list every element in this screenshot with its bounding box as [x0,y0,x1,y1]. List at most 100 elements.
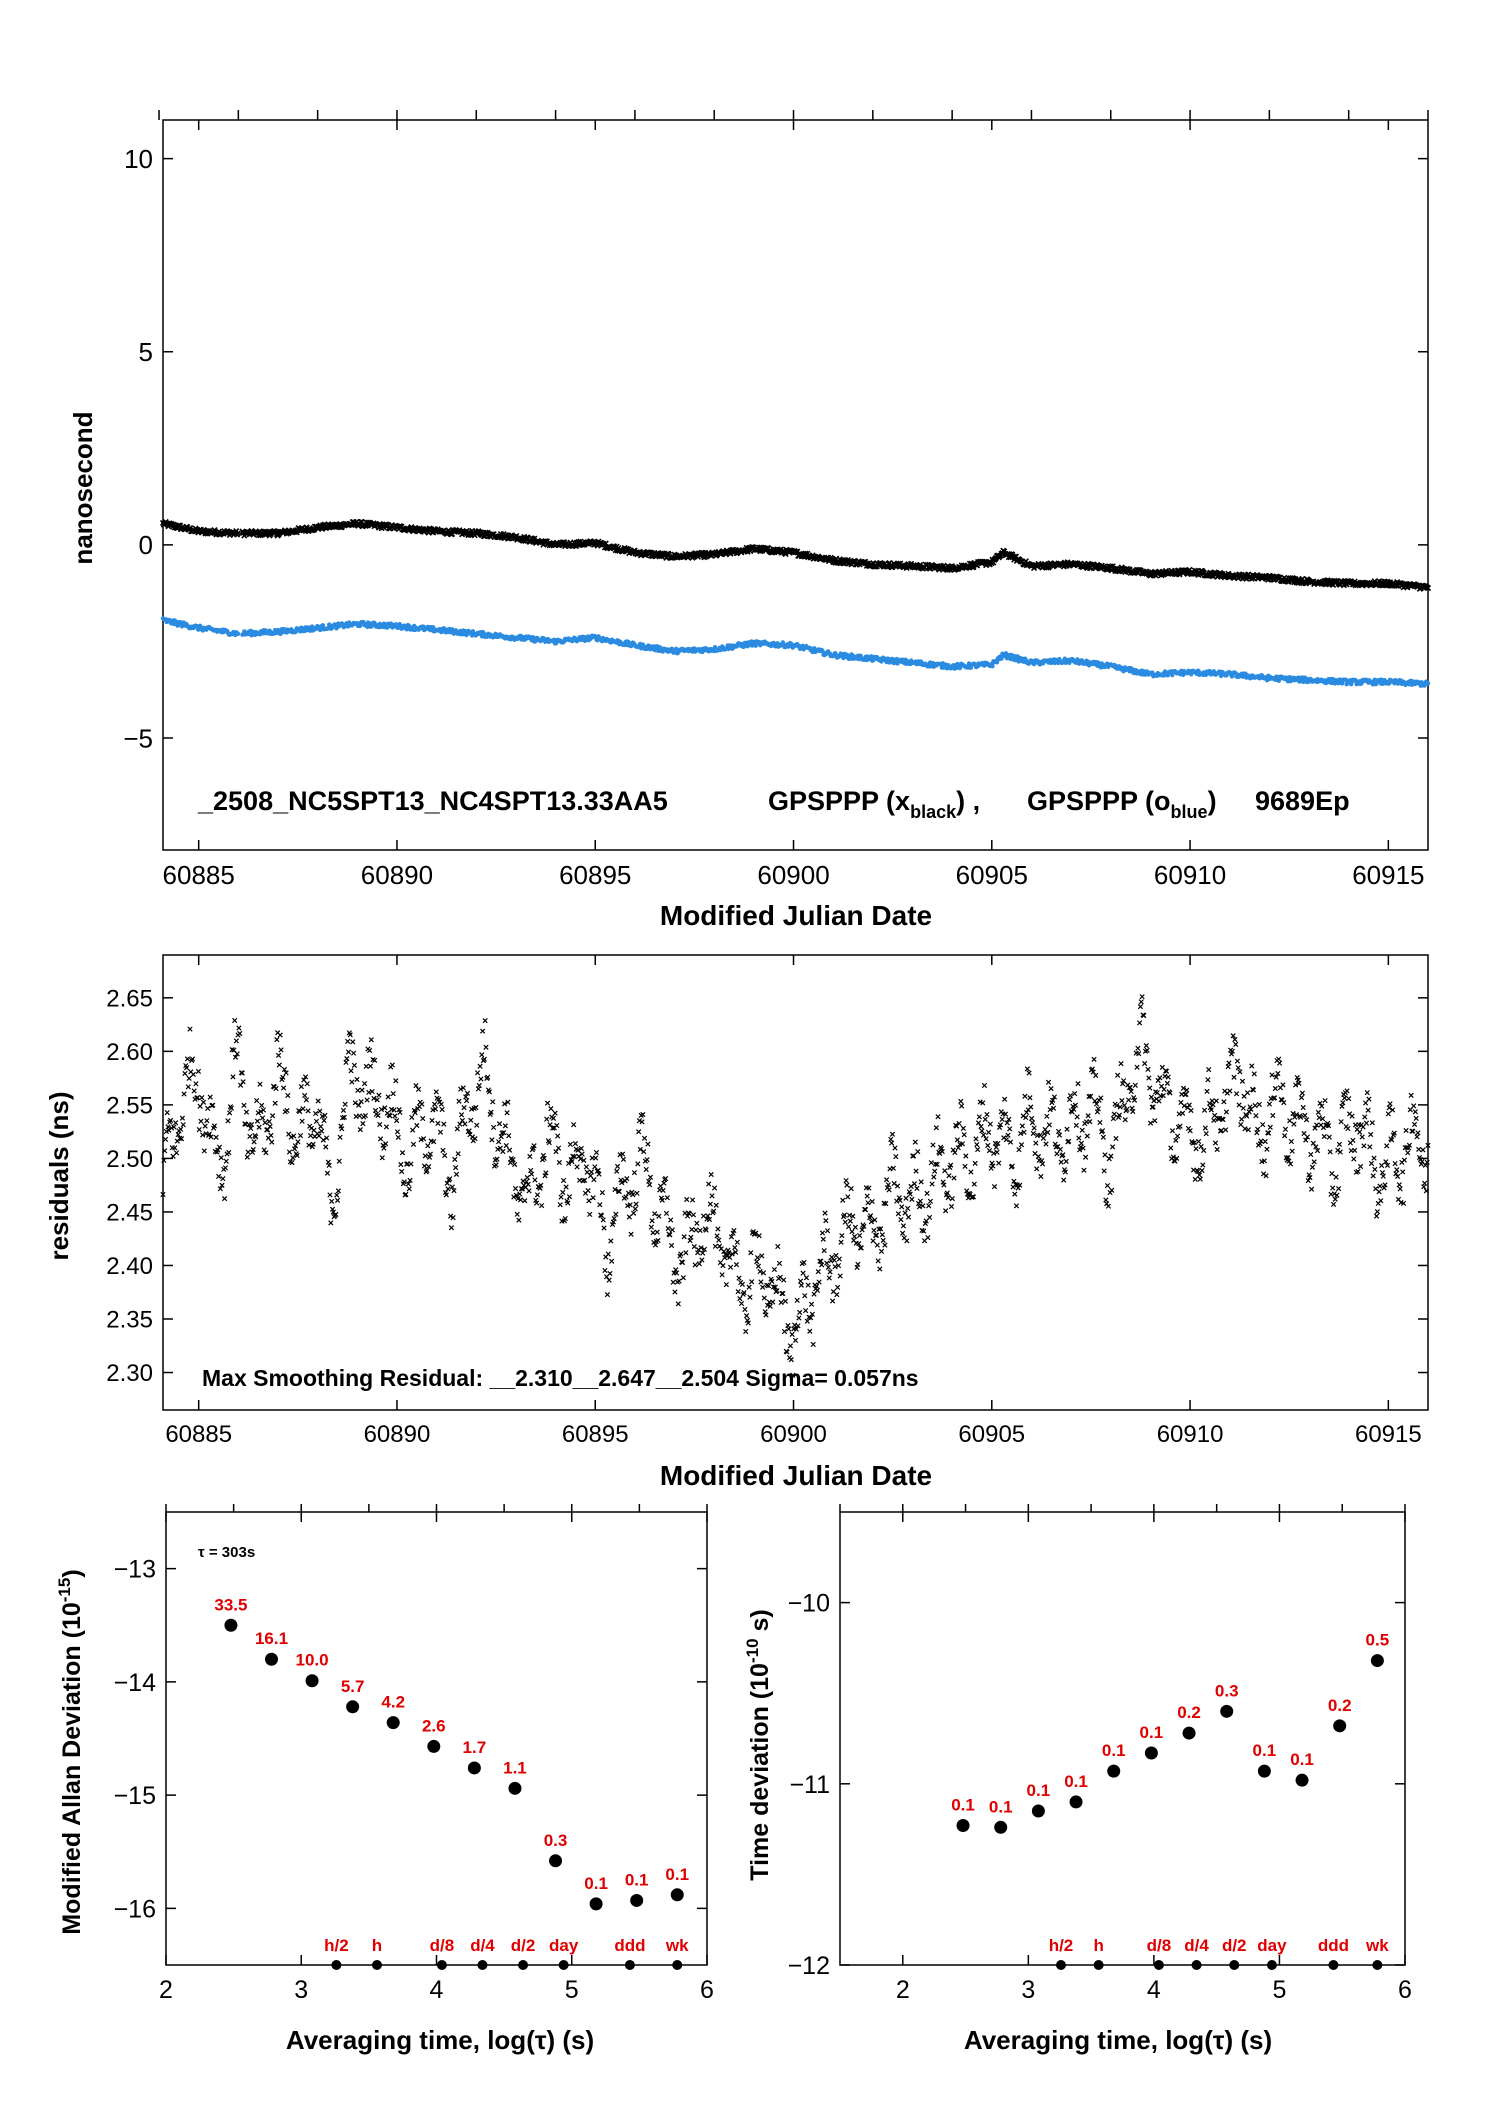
data-point [668,1217,674,1223]
data-point [1425,681,1431,686]
data-point [1201,1107,1208,1113]
data-point [184,1056,191,1062]
interval-marker [477,1960,488,1970]
dev-point [670,1888,684,1902]
data-point [422,1153,428,1159]
data-point [307,1133,314,1139]
dev-point-label: 0.1 [989,1797,1013,1816]
phase-xlabel: Modified Julian Date [660,900,932,931]
data-point [424,1167,430,1174]
data-point [1369,1120,1375,1126]
data-point [691,1244,697,1250]
data-point [609,1258,615,1264]
data-point [1204,1088,1210,1095]
data-point [1058,1159,1064,1165]
data-point [1191,1140,1198,1146]
data-point [194,1094,201,1101]
data-point [986,1147,993,1154]
data-point [286,1149,293,1155]
data-point [323,1135,330,1141]
data-point [1336,1141,1343,1147]
interval-marker-label: h [372,1936,382,1955]
dev-point-label: 0.3 [1215,1681,1239,1700]
data-point [1225,1064,1231,1070]
data-point [1085,1113,1091,1119]
dev-point-label: 0.1 [1253,1741,1277,1760]
data-point [647,1174,654,1180]
data-point [1233,1091,1240,1097]
x-tick-label: 6 [700,1976,714,2004]
y-tick-label: 2.35 [106,1307,153,1334]
data-point [872,1217,878,1223]
data-point [565,1200,571,1206]
data-point [1051,1094,1058,1100]
data-point [253,1134,259,1140]
interval-marker-label: ddd [1318,1936,1349,1955]
data-point [399,1150,406,1156]
data-point [1339,681,1345,686]
data-point [669,1227,675,1233]
data-point [1155,1077,1161,1084]
data-point [885,1182,891,1188]
data-point [586,1198,592,1204]
data-point [1378,1162,1385,1169]
data-point [1087,1118,1093,1125]
data-point [926,1203,932,1209]
data-point [792,1337,799,1343]
data-point [898,1216,904,1223]
data-point [1359,1134,1365,1140]
data-point [348,1068,354,1074]
data-point [272,1100,278,1106]
dev-point [305,1674,319,1688]
interval-marker-label: wk [1365,1936,1389,1955]
data-point [608,1238,614,1244]
data-point [721,1248,727,1255]
data-point [899,1230,906,1236]
data-point [987,1121,993,1127]
data-point [665,1225,671,1232]
data-point [931,1174,937,1180]
data-point [1248,1106,1254,1112]
data-point [554,1122,560,1129]
data-point [866,1185,872,1191]
data-point [483,1044,489,1050]
data-point [914,1185,920,1192]
data-point [193,1081,199,1087]
interval-marker-label: ddd [614,1936,645,1955]
data-point [771,1266,778,1273]
data-point [955,1145,961,1151]
series-residuals [160,994,1431,1378]
data-point [1007,1126,1013,1132]
tdev-panel: Time deviation (10-10 s) Averaging time,… [743,1504,1412,2055]
data-point [930,1142,936,1148]
data-point [1026,1070,1032,1076]
data-point [1088,1093,1094,1099]
data-point [414,1122,420,1129]
dev-point-label: 0.5 [1366,1631,1390,1650]
data-point [1067,1093,1074,1099]
data-point [363,1063,369,1069]
data-point [1082,1154,1089,1160]
data-point [624,1175,630,1182]
data-point [517,1191,523,1197]
data-point [179,1115,186,1121]
data-point [234,530,242,537]
annotation-id: _2508_NC5SPT13_NC4SPT13.33AA5 [197,786,668,816]
data-point [1253,1113,1259,1119]
data-point [162,1136,169,1142]
data-point [1143,1042,1149,1049]
data-point [760,1270,767,1276]
data-point [513,1192,519,1198]
data-point [688,1234,694,1240]
data-point [1425,1142,1431,1149]
data-point [1231,1074,1237,1080]
interval-marker-label: day [1257,1936,1287,1955]
data-point [983,1136,989,1142]
data-point [578,1145,584,1152]
data-point [681,1234,687,1240]
data-point [999,1116,1005,1123]
data-point [215,1147,221,1153]
data-point [990,663,995,669]
data-point [1091,1056,1097,1063]
data-point [1108,1153,1114,1159]
